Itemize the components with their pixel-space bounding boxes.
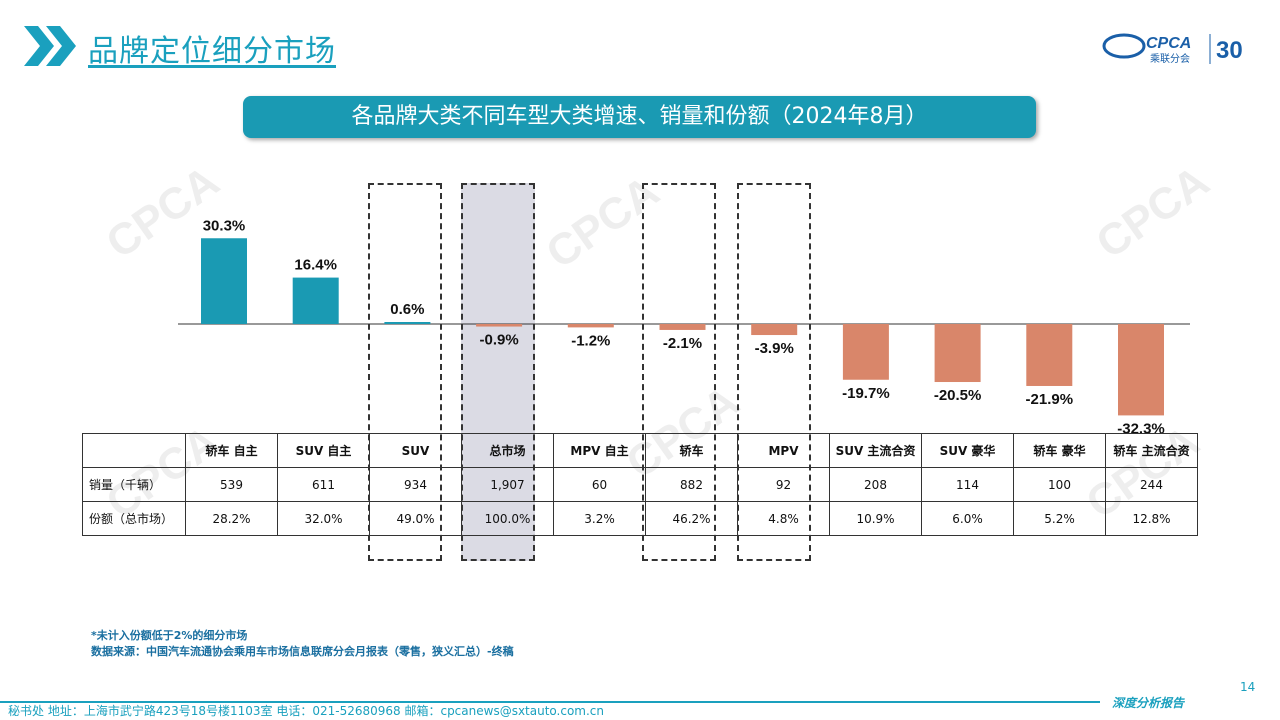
bar bbox=[659, 324, 706, 330]
data-table: 轿车 自主 SUV 自主 SUV 总市场 MPV 自主 轿车 MPV SUV 主… bbox=[82, 433, 1198, 536]
footer-report-label: 深度分析报告 bbox=[1112, 696, 1185, 710]
bar-value-label: -19.7% bbox=[842, 385, 890, 402]
table-header-cell: 轿车 bbox=[645, 433, 738, 468]
table-cell: 46.2% bbox=[645, 501, 738, 536]
table-cell: 244 bbox=[1105, 467, 1198, 502]
logo-30: 30 bbox=[1216, 37, 1243, 64]
table-header-cell: SUV 主流合资 bbox=[829, 433, 922, 468]
data-source-note: 数据来源：中国汽车流通协会乘用车市场信息联席分会月报表（零售，狭义汇总）-终稿 bbox=[91, 645, 514, 658]
bar bbox=[1026, 324, 1073, 386]
table-cell: 5.2% bbox=[1013, 501, 1106, 536]
bar-value-label: -3.9% bbox=[755, 340, 794, 357]
table-header-cell: 轿车 豪华 bbox=[1013, 433, 1106, 468]
table-header-cell: 总市场 bbox=[461, 433, 554, 468]
cpca-logo: CPCA 乘联分会 30 bbox=[1102, 33, 1243, 65]
page-number: 14 bbox=[1240, 680, 1256, 694]
table-cell: 611 bbox=[277, 467, 370, 502]
bar-value-label: 16.4% bbox=[294, 257, 337, 274]
table-cell: 28.2% bbox=[185, 501, 278, 536]
table-cell: 4.8% bbox=[737, 501, 830, 536]
footnote: *未计入份额低于2%的细分市场 bbox=[91, 629, 248, 642]
table-header-cell: MPV bbox=[737, 433, 830, 468]
table-cell: 6.0% bbox=[921, 501, 1014, 536]
footer-contact: 秘书处 地址：上海市武宁路423号18号楼1103室 电话：021-526809… bbox=[8, 704, 605, 718]
bar-value-label: -20.5% bbox=[934, 387, 982, 404]
table-cell: 882 bbox=[645, 467, 738, 502]
bar bbox=[1118, 324, 1164, 416]
footer-divider bbox=[0, 701, 1100, 703]
table-cell: 92 bbox=[737, 467, 830, 502]
table-cell: 100 bbox=[1013, 467, 1106, 502]
bar bbox=[201, 238, 247, 324]
page-title: 品牌定位细分市场 bbox=[88, 34, 336, 69]
table-row-label: 份额（总市场） bbox=[82, 501, 186, 536]
table-cell: 539 bbox=[185, 467, 278, 502]
logo-text: CPCA bbox=[1146, 35, 1191, 52]
table-header-cell: SUV bbox=[369, 433, 462, 468]
table-row-label: 销量（千辆） bbox=[82, 467, 186, 502]
bar-value-label: 0.6% bbox=[390, 301, 424, 318]
bar-value-label: -2.1% bbox=[663, 335, 702, 352]
chart-banner-title: 各品牌大类不同车型大类增速、销量和份额（2024年8月） bbox=[243, 96, 1036, 138]
table-header-cell: MPV 自主 bbox=[553, 433, 646, 468]
highlight-box-suv bbox=[368, 183, 442, 561]
bar bbox=[934, 324, 981, 383]
table-cell: 10.9% bbox=[829, 501, 922, 536]
table-cell: 934 bbox=[369, 467, 462, 502]
bar-value-label: -1.2% bbox=[571, 332, 610, 349]
table-header-cell: SUV 自主 bbox=[277, 433, 370, 468]
bar bbox=[476, 324, 523, 327]
table-header-cell: 轿车 主流合资 bbox=[1105, 433, 1198, 468]
bar-value-label: 30.3% bbox=[203, 217, 246, 234]
bar-value-label: -0.9% bbox=[480, 332, 519, 349]
table-row-sales: 销量（千辆） 539 611 934 1,907 60 882 92 208 1… bbox=[82, 467, 1198, 502]
table-cell: 3.2% bbox=[553, 501, 646, 536]
table-cell: 12.8% bbox=[1105, 501, 1198, 536]
table-cell: 49.0% bbox=[369, 501, 462, 536]
highlight-box-sedan bbox=[642, 183, 716, 561]
table-cell: 32.0% bbox=[277, 501, 370, 536]
table-cell: 114 bbox=[921, 467, 1014, 502]
bar-value-label: -21.9% bbox=[1026, 391, 1074, 408]
table-cell: 60 bbox=[553, 467, 646, 502]
bar bbox=[292, 277, 339, 324]
table-cell: 208 bbox=[829, 467, 922, 502]
table-cell: 1,907 bbox=[461, 467, 554, 502]
bar bbox=[751, 324, 798, 336]
chevron-icon bbox=[24, 26, 76, 66]
table-cell: 100.0% bbox=[461, 501, 554, 536]
table-row-share: 份额（总市场） 28.2% 32.0% 49.0% 100.0% 3.2% 46… bbox=[82, 501, 1198, 536]
logo-subtext: 乘联分会 bbox=[1150, 52, 1190, 65]
bar bbox=[384, 322, 431, 324]
table-header-cell: SUV 豪华 bbox=[921, 433, 1014, 468]
table-header-cell: 轿车 自主 bbox=[185, 433, 278, 468]
table-corner-cell bbox=[82, 433, 186, 468]
bar bbox=[567, 324, 614, 328]
bar bbox=[842, 324, 889, 380]
table-header-row: 轿车 自主 SUV 自主 SUV 总市场 MPV 自主 轿车 MPV SUV 主… bbox=[82, 433, 1198, 468]
highlight-box-mpv bbox=[737, 183, 811, 561]
